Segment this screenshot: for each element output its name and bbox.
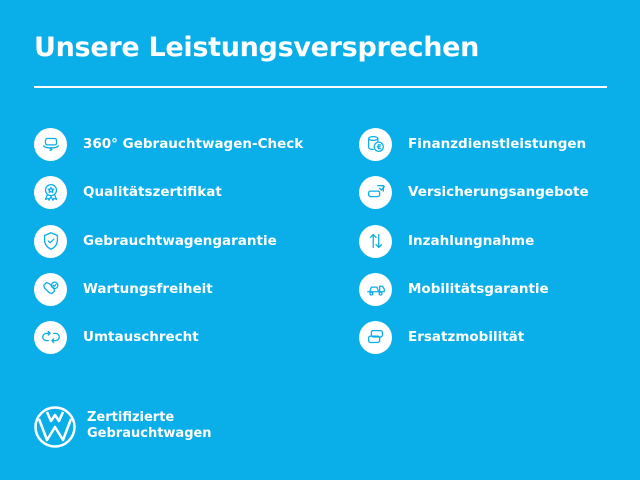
list-item: 360° Gebrauchtwagen-Check [34,127,303,161]
item-label: Ersatzmobilität [408,329,525,345]
item-label: Gebrauchtwagengarantie [83,233,277,249]
replacement-cars-icon [359,320,392,354]
item-label: 360° Gebrauchtwagen-Check [83,136,304,152]
exchange-arrows-icon [34,320,67,354]
list-item: Mobilitätsgarantie [359,272,549,306]
list-item: Inzahlungnahme [359,224,534,258]
coins-euro-icon [359,127,392,161]
item-label: Umtauschrecht [83,329,199,345]
divider [34,86,607,88]
shield-check-icon [34,224,67,258]
item-label: Qualitätszertifikat [83,184,222,200]
list-item: Finanzdienstleistungen [359,127,586,161]
item-label: Inzahlungnahme [408,233,535,249]
list-item: Versicherungsangebote [359,175,589,209]
up-down-arrows-icon [359,224,392,258]
car-360-icon [34,127,67,161]
list-item: Ersatzmobilität [359,320,524,354]
page-title: Unsere Leistungsversprechen [34,32,480,63]
item-label: Mobilitätsgarantie [408,281,549,297]
list-item: Gebrauchtwagengarantie [34,224,277,258]
list-item: Qualitätszertifikat [34,175,222,209]
brand-line1: Zertifizierte [87,410,175,425]
item-label: Versicherungsangebote [408,184,589,200]
list-item: Wartungsfreiheit [34,272,213,306]
brand-text: Zertifizierte Gebrauchtwagen [87,410,212,442]
brand-line2: Gebrauchtwagen [87,426,212,441]
vw-logo [34,406,76,448]
item-label: Finanzdienstleistungen [408,136,587,152]
item-label: Wartungsfreiheit [83,281,213,297]
tow-truck-icon [359,272,392,306]
car-insurance-icon [359,175,392,209]
wrench-check-icon [34,272,67,306]
list-item: Umtauschrecht [34,320,199,354]
award-badge-icon [34,175,67,209]
